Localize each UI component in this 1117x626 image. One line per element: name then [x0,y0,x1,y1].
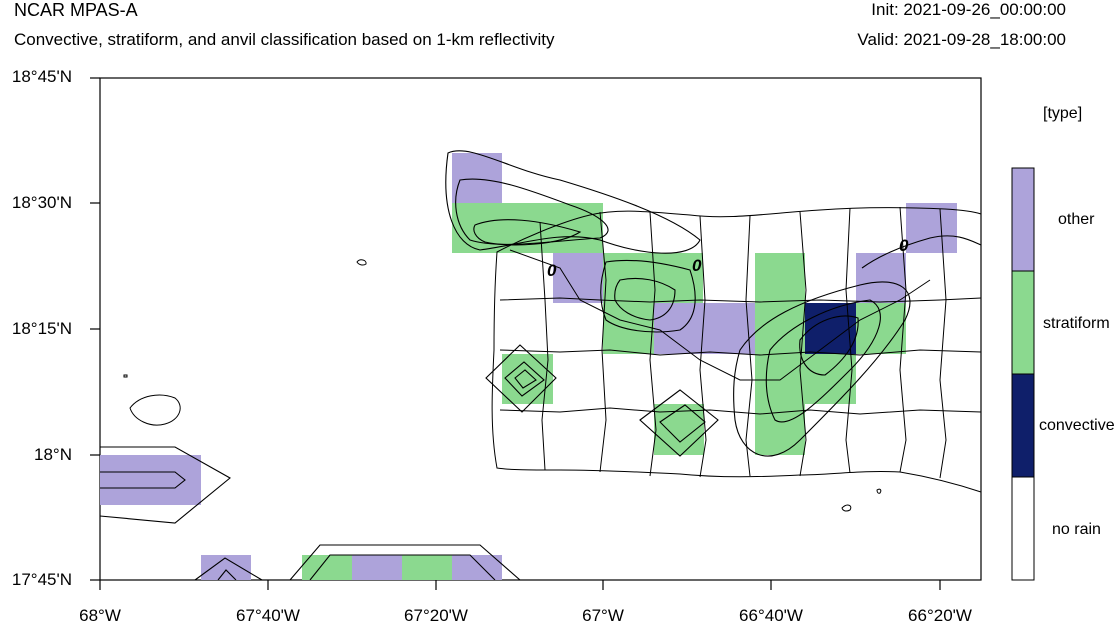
valid-time: Valid: 2021-09-28_18:00:00 [857,30,1066,49]
lon-label: 67°W [582,606,624,625]
contour-label: 0 [899,236,909,255]
lat-label: 18°45'N [11,67,72,86]
contour-label: 0 [547,261,557,280]
coastline-and-borders [123,206,982,512]
init-time: Init: 2021-09-26_00:00:00 [871,0,1066,19]
legend-swatch-stratiform [1011,270,1035,375]
lon-label: 67°20'W [404,606,468,625]
cell-stratiform [402,555,452,580]
cell-stratiform [603,303,654,354]
classification-cells [100,153,957,580]
lon-label: 66°40'W [739,606,803,625]
lat-label: 18°30'N [11,193,72,212]
legend-label-stratiform: stratiform [1043,315,1110,332]
map-subtitle: Convective, stratiform, and anvil classi… [14,30,555,49]
cell-stratiform [755,253,805,303]
legend-colorbar [1011,167,1035,581]
cell-other [856,253,906,303]
legend-swatch-convective [1011,373,1035,478]
legend-swatch-no-rain [1011,476,1035,581]
lon-label: 68°W [79,606,121,625]
lat-label: 18°15'N [11,319,72,338]
lat-label: 18°N [34,445,72,464]
contour-label: 0 [692,256,702,275]
cell-stratiform [856,303,906,354]
legend-units: [type] [1043,105,1083,122]
cell-other [352,555,402,580]
cell-stratiform [805,354,856,404]
legend-label-convective: convective [1039,417,1115,434]
cell-other [553,253,603,303]
cell-stratiform [755,303,805,455]
legend-label-no-rain: no rain [1052,521,1101,538]
lat-label: 17°45'N [11,570,72,589]
cell-other [452,153,502,203]
cell-other [452,555,502,580]
legend-label-other: other [1058,211,1095,228]
reflectivity-contours [99,150,982,581]
legend-swatch-other [1011,167,1035,272]
axis-ticks [90,77,941,590]
cell-stratiform [452,203,603,253]
cell-other [906,203,957,253]
map-org-title: NCAR MPAS-A [14,0,138,20]
cell-stratiform [502,354,553,404]
lon-label: 66°20'W [908,606,972,625]
lon-label: 67°40'W [236,606,300,625]
